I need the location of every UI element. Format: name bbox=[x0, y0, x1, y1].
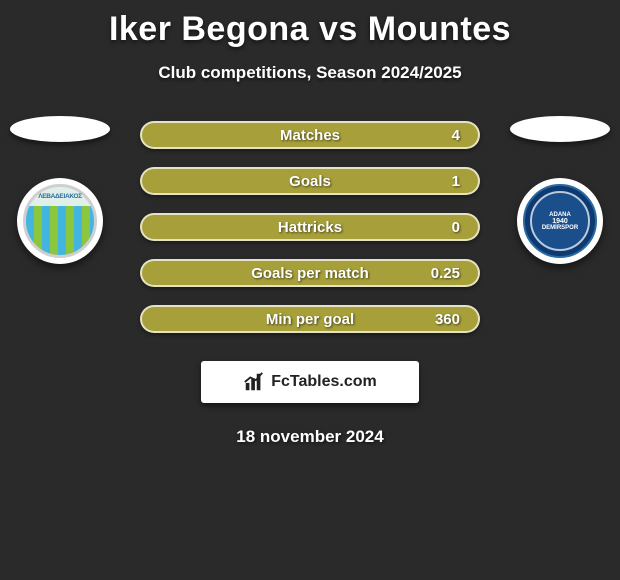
stat-bar: Hattricks0 bbox=[140, 213, 480, 241]
club-badge-left: ΛΕΒΑΔΕΙΑΚΟΣ bbox=[17, 178, 103, 264]
date-text: 18 november 2024 bbox=[0, 427, 620, 447]
stat-value-right: 0 bbox=[410, 219, 460, 236]
stat-bar: Goals1 bbox=[140, 167, 480, 195]
club-badge-right-year: 1940 bbox=[552, 218, 568, 225]
stat-value-right: 0.25 bbox=[410, 265, 460, 282]
chart-icon bbox=[243, 371, 265, 393]
player-ellipse-right bbox=[510, 116, 610, 142]
stat-label: Matches bbox=[210, 127, 410, 144]
stat-value-right: 360 bbox=[410, 311, 460, 328]
club-badge-right-bottom: DEMİRSPOR bbox=[542, 225, 578, 231]
player-ellipse-left bbox=[10, 116, 110, 142]
stat-label: Hattricks bbox=[210, 219, 410, 236]
stat-value-right: 1 bbox=[410, 173, 460, 190]
left-player-column: ΛΕΒΑΔΕΙΑΚΟΣ bbox=[0, 116, 120, 264]
club-badge-right: ADANA 1940 DEMİRSPOR bbox=[517, 178, 603, 264]
page-title: Iker Begona vs Mountes bbox=[0, 0, 620, 49]
stat-bar: Matches4 bbox=[140, 121, 480, 149]
stat-bar: Min per goal360 bbox=[140, 305, 480, 333]
stat-label: Goals per match bbox=[210, 265, 410, 282]
stat-value-right: 4 bbox=[410, 127, 460, 144]
stat-label: Goals bbox=[210, 173, 410, 190]
stat-label: Min per goal bbox=[210, 311, 410, 328]
club-badge-left-label: ΛΕΒΑΔΕΙΑΚΟΣ bbox=[38, 193, 82, 200]
source-logo-text: FcTables.com bbox=[271, 373, 377, 391]
source-logo: FcTables.com bbox=[201, 361, 419, 403]
stat-bar: Goals per match0.25 bbox=[140, 259, 480, 287]
right-player-column: ADANA 1940 DEMİRSPOR bbox=[500, 116, 620, 264]
subtitle: Club competitions, Season 2024/2025 bbox=[0, 63, 620, 83]
